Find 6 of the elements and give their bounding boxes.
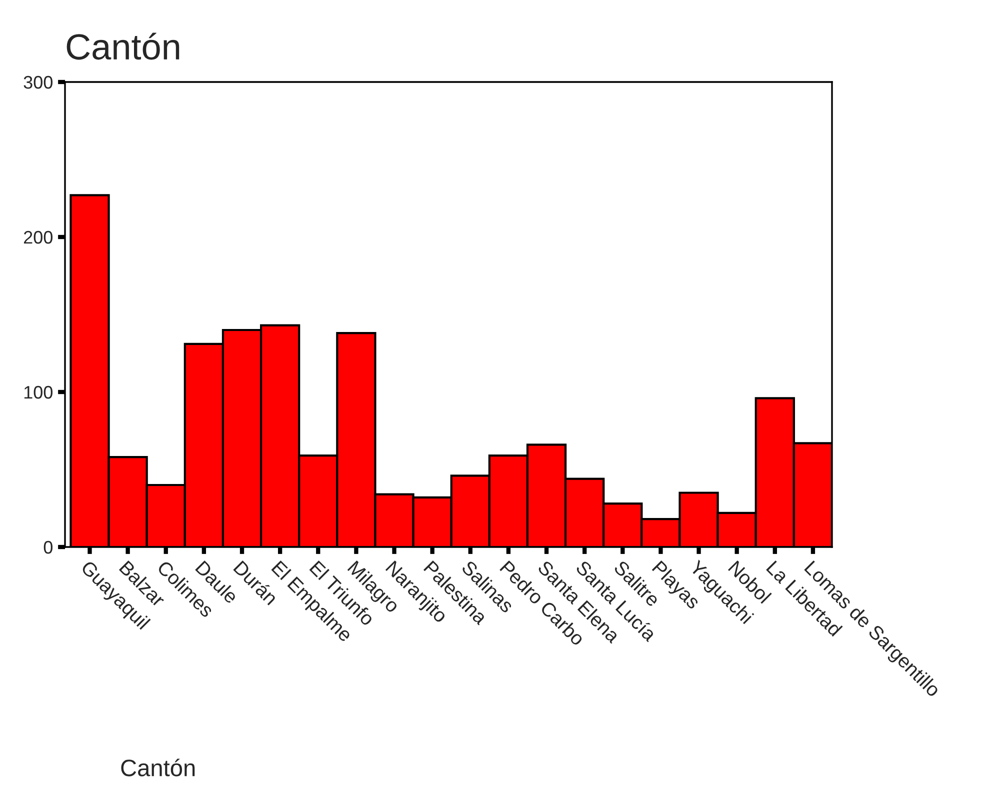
y-tick-label: 300 <box>24 76 52 89</box>
y-tick-label: 200 <box>24 230 52 244</box>
y-tick-label: 0 <box>44 540 52 554</box>
chart-title: Cantón <box>66 32 180 60</box>
x-axis-title: Cantón <box>121 758 195 776</box>
y-tick-label: 100 <box>24 386 52 399</box>
